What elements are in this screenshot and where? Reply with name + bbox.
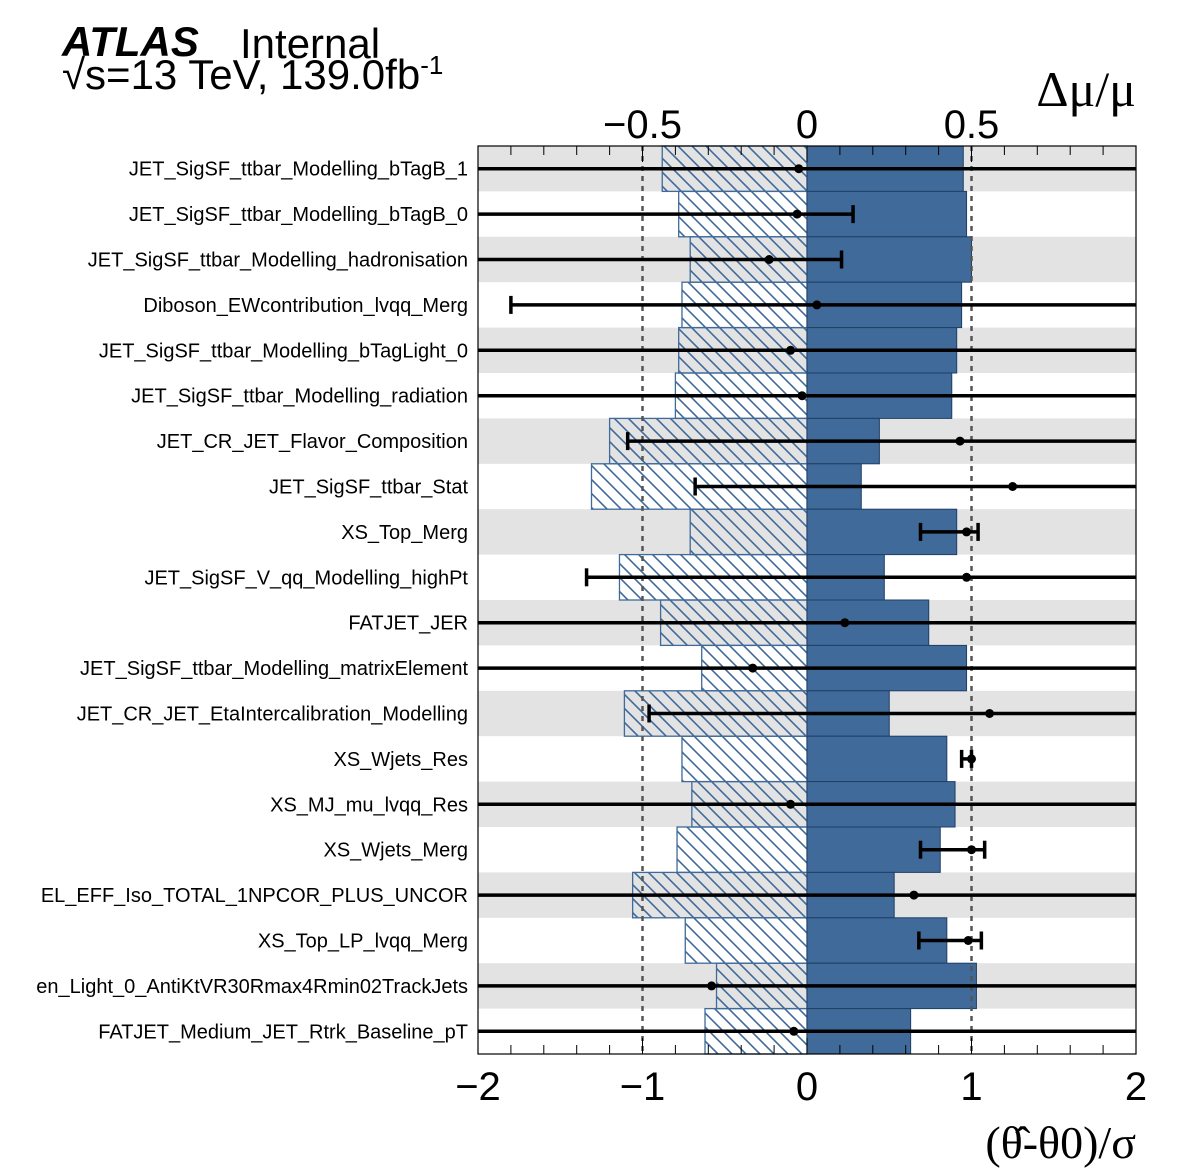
pull-marker <box>707 981 717 991</box>
bottom-tick-label: −1 <box>620 1065 666 1109</box>
prefit-impact-bar <box>681 735 808 783</box>
pull-marker <box>748 663 758 673</box>
pull-marker <box>786 345 796 355</box>
bottom-tick-label: 2 <box>1125 1065 1147 1109</box>
parameter-label: JET_SigSF_ttbar_Modelling_radiation <box>131 386 468 408</box>
parameter-label: FATJET_Medium_JET_Rtrk_Baseline_pT <box>98 1021 468 1043</box>
atlas-logo: ATLAS <box>62 18 199 65</box>
parameter-label: XS_MJ_mu_lvqq_Res <box>270 794 468 816</box>
pull-marker <box>792 209 802 219</box>
pull-marker <box>962 572 972 582</box>
parameter-label: EL_EFF_Iso_TOTAL_1NPCOR_PLUS_UNCOR <box>41 885 468 907</box>
parameter-label: Diboson_EWcontribution_lvqq_Merg <box>143 295 468 317</box>
atlas-status-label: Internal <box>240 20 381 67</box>
top-axis-title: Δμ/μ <box>1036 61 1136 117</box>
parameter-label: XS_Wjets_Merg <box>324 840 469 862</box>
parameter-label: en_Light_0_AntiKtVR30Rmax4Rmin02TrackJet… <box>36 976 468 998</box>
parameter-label: JET_CR_JET_EtaIntercalibration_Modelling <box>77 704 468 726</box>
pull-marker <box>840 618 850 628</box>
top-tick-label: 0.5 <box>944 103 1000 147</box>
parameter-label: JET_SigSF_ttbar_Modelling_bTagB_1 <box>129 159 468 181</box>
top-axis-ticks: −0.5 0 0.5 <box>477 103 1137 162</box>
pull-marker <box>967 754 976 764</box>
pull-marker <box>794 164 804 174</box>
lumi-superscript: -1 <box>420 50 444 80</box>
postfit-impact-bar <box>806 826 941 873</box>
pull-markers <box>478 164 1136 1036</box>
pull-marker <box>909 890 919 900</box>
pull-marker <box>797 391 807 401</box>
bottom-tick-label: 1 <box>960 1065 982 1109</box>
pull-marker <box>786 799 796 809</box>
parameter-label: FATJET_JER <box>348 613 468 635</box>
parameter-label: JET_SigSF_ttbar_Modelling_hadronisation <box>88 250 468 272</box>
parameter-label: JET_CR_JET_Flavor_Composition <box>157 431 468 453</box>
top-tick-label: −0.5 <box>603 103 682 147</box>
pull-marker <box>764 255 774 264</box>
parameter-label: JET_SigSF_V_qq_Modelling_highPt <box>144 567 468 589</box>
pull-marker <box>985 709 995 718</box>
pull-marker <box>812 300 822 310</box>
top-tick-label: 0 <box>796 103 818 147</box>
energy-lumi-label: √s=13 TeV, 139.0fb-1 <box>62 50 443 99</box>
reference-lines <box>641 146 973 1054</box>
parameter-label: JET_SigSF_ttbar_Stat <box>269 477 468 499</box>
pull-marker <box>963 936 973 945</box>
pull-marker <box>1008 482 1018 491</box>
pull-marker <box>789 1026 799 1036</box>
pull-marker <box>967 845 976 855</box>
parameter-label: JET_SigSF_ttbar_Modelling_matrixElement <box>80 658 468 680</box>
energy-text: √s=13 TeV, 139.0fb <box>62 51 421 98</box>
prefit-impact-bar <box>689 508 808 556</box>
postfit-impact-bar <box>806 735 948 783</box>
bottom-axis-ticks: −2 −1 0 1 2 <box>455 1038 1147 1109</box>
parameter-label: JET_SigSF_ttbar_Modelling_bTagB_0 <box>129 204 468 226</box>
pull-marker <box>962 527 972 537</box>
parameter-label: JET_SigSF_ttbar_Modelling_bTagLight_0 <box>99 340 468 362</box>
bottom-tick-label: 0 <box>796 1065 818 1109</box>
parameter-label: XS_Wjets_Res <box>334 749 469 771</box>
prefit-impact-bar <box>676 826 808 874</box>
bottom-tick-label: −2 <box>455 1065 501 1109</box>
parameter-labels: JET_SigSF_ttbar_Modelling_bTagB_1 JET_Sig… <box>36 159 468 1044</box>
pull-marker <box>955 436 965 446</box>
bottom-axis-title: (θ̂-θ0)/σ <box>985 1117 1136 1168</box>
prefit-impact-bar <box>684 917 808 964</box>
parameter-label: XS_Top_Merg <box>341 522 468 544</box>
parameter-label: XS_Top_LP_lvqq_Merg <box>258 931 468 953</box>
